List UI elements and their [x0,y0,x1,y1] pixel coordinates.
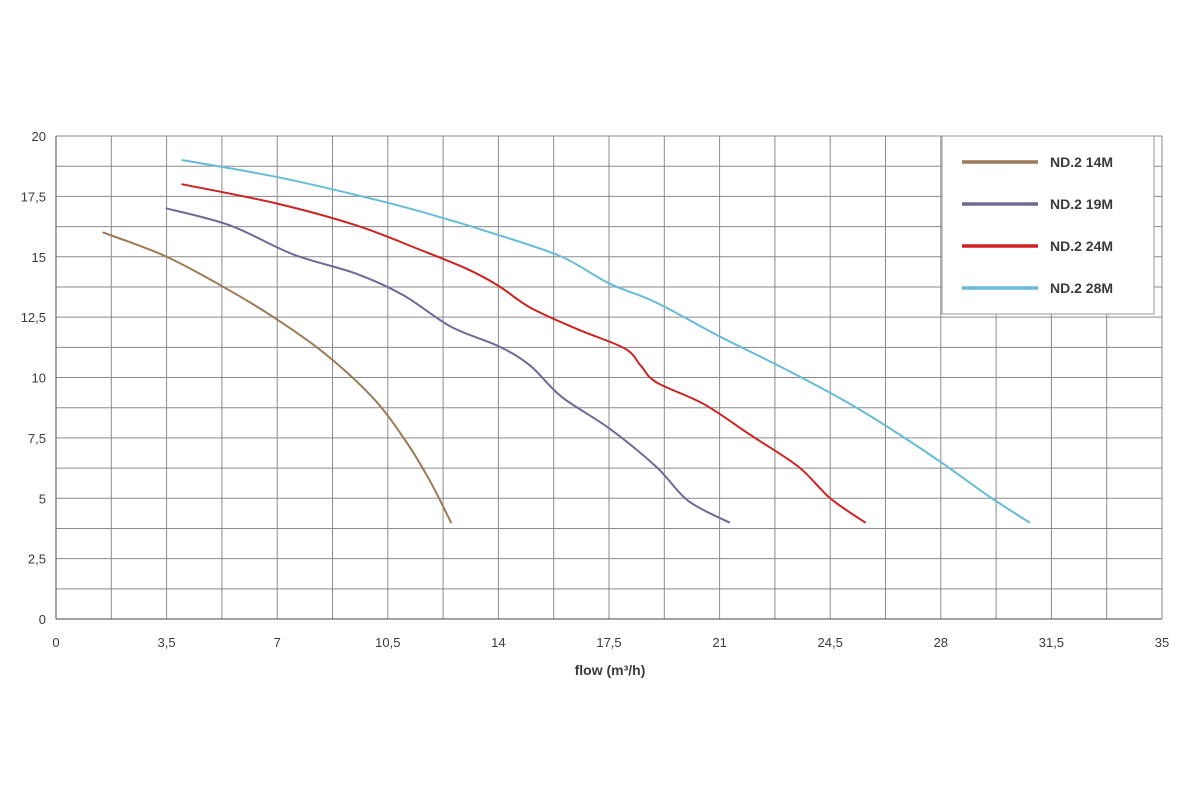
x-tick-label: 21 [712,635,726,650]
y-tick-label: 5 [39,491,46,506]
series-line-2 [165,207,731,524]
x-tick-label: 35 [1155,635,1169,650]
legend-box [941,135,1155,315]
y-tick-label: 10 [32,371,46,386]
y-tick-label: 20 [32,129,46,144]
y-tick-label: 2,5 [28,552,46,567]
legend-label: ND.2 28M [1050,280,1113,296]
x-tick-label: 14 [491,635,505,650]
x-tick-label: 28 [934,635,948,650]
x-tick-label: 17,5 [596,635,621,650]
legend-label: ND.2 14M [1050,154,1113,170]
x-tick-label: 10,5 [375,635,400,650]
x-tick-label: 31,5 [1039,635,1064,650]
y-tick-label: 17,5 [21,189,46,204]
legend-label: ND.2 24M [1050,238,1113,254]
legend: ND.2 14M ND.2 19M ND.2 24M ND.2 28M [941,135,1155,315]
y-tick-label: 15 [32,250,46,265]
legend-label: ND.2 19M [1050,196,1113,212]
x-tick-label: 24,5 [818,635,843,650]
series-line-1 [102,231,452,524]
x-tick-label: 3,5 [158,635,176,650]
x-axis-title: flow (m³/h) [575,662,646,678]
y-tick-label: 12,5 [21,310,46,325]
axes: 0 3,5 7 10,5 14 17,5 21 24,5 28 31,5 35 0 2,5 5 7,5 10 1… [21,129,1170,650]
y-tick-label: 0 [39,612,46,627]
y-tick-label: 7,5 [28,431,46,446]
series-line-4 [181,159,1031,524]
series-line-3 [181,183,866,524]
x-tick-label: 7 [274,635,281,650]
x-tick-label: 0 [52,635,59,650]
series-lines [102,159,1031,524]
